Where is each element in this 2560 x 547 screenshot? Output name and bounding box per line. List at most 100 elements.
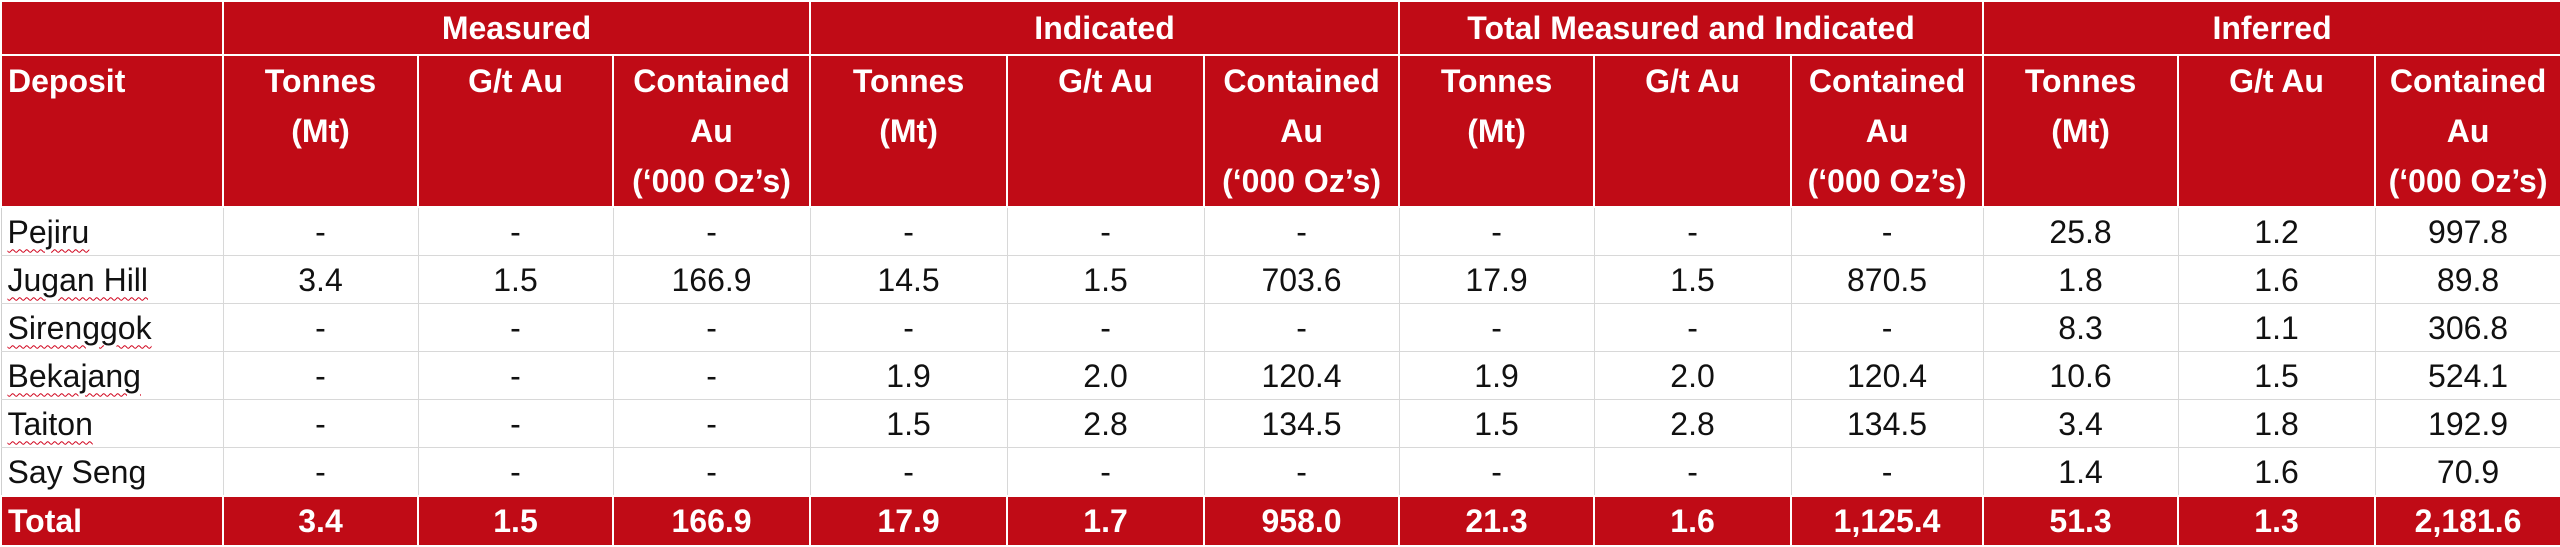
table-cell: - xyxy=(1593,447,1792,497)
blank-corner-cell xyxy=(0,0,224,56)
group-header-measured: Measured xyxy=(221,0,812,56)
table-cell: 8.3 xyxy=(1982,303,2179,352)
table-cell: 3.4 xyxy=(222,255,419,304)
total-cell: 958.0 xyxy=(1203,495,1401,547)
table-body: Pejiru - - - - - - - - -25.8 1.2 997.8 Jugan Hill 3.4… xyxy=(0,206,2560,497)
sub-header-contained-line: (‘000 Oz’s) xyxy=(1222,163,1381,199)
sub-header-contained-line: Au xyxy=(1280,113,1323,149)
table-cell: 120.4 xyxy=(1790,351,1984,400)
table-cell: 17.9 xyxy=(1398,255,1595,304)
total-cell: 1.7 xyxy=(1006,495,1206,547)
table-cell: 134.5 xyxy=(1203,399,1400,448)
table-cell: 2.0 xyxy=(1006,351,1205,400)
sub-header-contained-line: Contained xyxy=(1223,63,1380,99)
deposit-name: Jugan Hill xyxy=(0,255,224,304)
table-cell: 997.8 xyxy=(2374,206,2560,256)
sub-header-contained-line: Au xyxy=(690,113,733,149)
sub-header-grade-indicated: G/t Au xyxy=(1006,54,1206,208)
table-row: Pejiru - - - - - - - - -25.8 1.2 997.8 xyxy=(0,206,2560,256)
table-cell: 25.8 xyxy=(1982,206,2179,256)
table-cell: 1.9 xyxy=(809,351,1008,400)
sub-header-contained-line: (‘000 Oz’s) xyxy=(1807,163,1967,199)
table-cell: - xyxy=(222,206,419,256)
sub-header-row: Deposit Tonnes (Mt) G/t Au Contained Au (‘000… xyxy=(0,54,2560,208)
table-cell: 1.8 xyxy=(2177,399,2376,448)
table-cell: - xyxy=(612,447,811,497)
table-cell: 70.9 xyxy=(2374,447,2560,497)
table-cell: 192.9 xyxy=(2374,399,2560,448)
table-cell: 1.4 xyxy=(1982,447,2179,497)
table-cell: - xyxy=(1593,206,1792,256)
group-header-row: Measured Indicated Total Measured and In… xyxy=(0,0,2560,56)
group-header-total-measured-indicated: Total Measured and Indicated xyxy=(1398,0,1985,56)
table-row: Sirenggok - - - - - - - - -8.3 1.1 306.8 xyxy=(0,303,2560,352)
table-cell: 1.5 xyxy=(1006,255,1205,304)
table-cell: - xyxy=(1006,206,1205,256)
table-cell: - xyxy=(417,303,614,352)
table-row: Bekajang - - -1.9 2.0 120.4 1.9 2.0 120.4 10.6 1.5… xyxy=(0,351,2560,400)
deposit-name: Taiton xyxy=(0,399,224,448)
table-cell: 1.5 xyxy=(1398,399,1595,448)
sub-header-grade-inferred: G/t Au xyxy=(2177,54,2377,208)
table-cell: - xyxy=(809,303,1008,352)
table-cell: - xyxy=(1398,303,1595,352)
group-header-indicated: Indicated xyxy=(809,0,1401,56)
table-cell: - xyxy=(1790,303,1984,352)
table-cell: 1.5 xyxy=(1593,255,1792,304)
table-cell: 1.2 xyxy=(2177,206,2376,256)
table-cell: 1.8 xyxy=(1982,255,2179,304)
table-cell: 1.6 xyxy=(2177,255,2376,304)
table-cell: 870.5 xyxy=(1790,255,1984,304)
total-cell: 2,181.6 xyxy=(2374,495,2560,547)
sub-header-contained-line: Contained xyxy=(633,63,790,99)
table-cell: 1.6 xyxy=(2177,447,2376,497)
table-cell: - xyxy=(1790,447,1984,497)
total-label: Total xyxy=(0,495,224,547)
table-cell: - xyxy=(1398,447,1595,497)
sub-header-contained-measured: Contained Au (‘000 Oz’s) xyxy=(611,54,812,208)
table-cell: 2.8 xyxy=(1006,399,1205,448)
sub-header-contained-indicated: Contained Au (‘000 Oz’s) xyxy=(1203,54,1401,208)
sub-header-contained-line: Contained xyxy=(1808,63,1966,99)
sub-header-tonnes-indicated: Tonnes (Mt) xyxy=(809,54,1009,208)
table-cell: - xyxy=(1203,447,1400,497)
table-row: Jugan Hill 3.4 1.5 166.9 14.5 1.5 703.6 17.9 1.5… xyxy=(0,255,2560,304)
deposit-name: Bekajang xyxy=(0,351,224,400)
deposit-header: Deposit xyxy=(0,54,224,208)
total-cell: 21.3 xyxy=(1398,495,1596,547)
table-cell: - xyxy=(809,206,1008,256)
table-cell: 3.4 xyxy=(1982,399,2179,448)
table-cell: 1.9 xyxy=(1398,351,1595,400)
sub-header-tonnes-total-mi: Tonnes (Mt) xyxy=(1398,54,1596,208)
sub-header-tonnes-inferred: Tonnes (Mt) xyxy=(1982,54,2180,208)
sub-header-tonnes-measured: Tonnes (Mt) xyxy=(222,54,419,208)
table-cell: - xyxy=(1203,303,1400,352)
table-cell: - xyxy=(612,399,811,448)
table-cell: 703.6 xyxy=(1203,255,1400,304)
table-cell: 306.8 xyxy=(2374,303,2560,352)
table-cell: 1.1 xyxy=(2177,303,2376,352)
sub-header-contained-line: (‘000 Oz’s) xyxy=(2388,163,2548,199)
sub-header-contained-total-mi: Contained Au (‘000 Oz’s) xyxy=(1790,54,1985,208)
table-row: Taiton - - -1.5 2.8 134.5 1.5 2.8 134.5 3.4 1.8 192… xyxy=(0,399,2560,448)
table-cell: - xyxy=(417,206,614,256)
table-cell: - xyxy=(612,206,811,256)
table-cell: 89.8 xyxy=(2374,255,2560,304)
table-cell: - xyxy=(1006,303,1205,352)
total-cell: 1.6 xyxy=(1593,495,1793,547)
sub-header-contained-line: Au xyxy=(1865,113,1909,149)
sub-header-tonnes-line: Tonnes xyxy=(2024,63,2137,99)
table-cell: - xyxy=(417,399,614,448)
table-cell: - xyxy=(417,447,614,497)
group-header-inferred: Inferred xyxy=(1982,0,2560,56)
table-cell: 2.8 xyxy=(1593,399,1792,448)
table-cell: - xyxy=(222,447,419,497)
table-cell: - xyxy=(1006,447,1205,497)
table-cell: 14.5 xyxy=(809,255,1008,304)
sub-header-tonnes-line: (Mt) xyxy=(879,113,938,149)
table-cell: 134.5 xyxy=(1790,399,1984,448)
total-cell: 1.3 xyxy=(2177,495,2377,547)
table-cell: - xyxy=(417,351,614,400)
table-cell: - xyxy=(612,303,811,352)
